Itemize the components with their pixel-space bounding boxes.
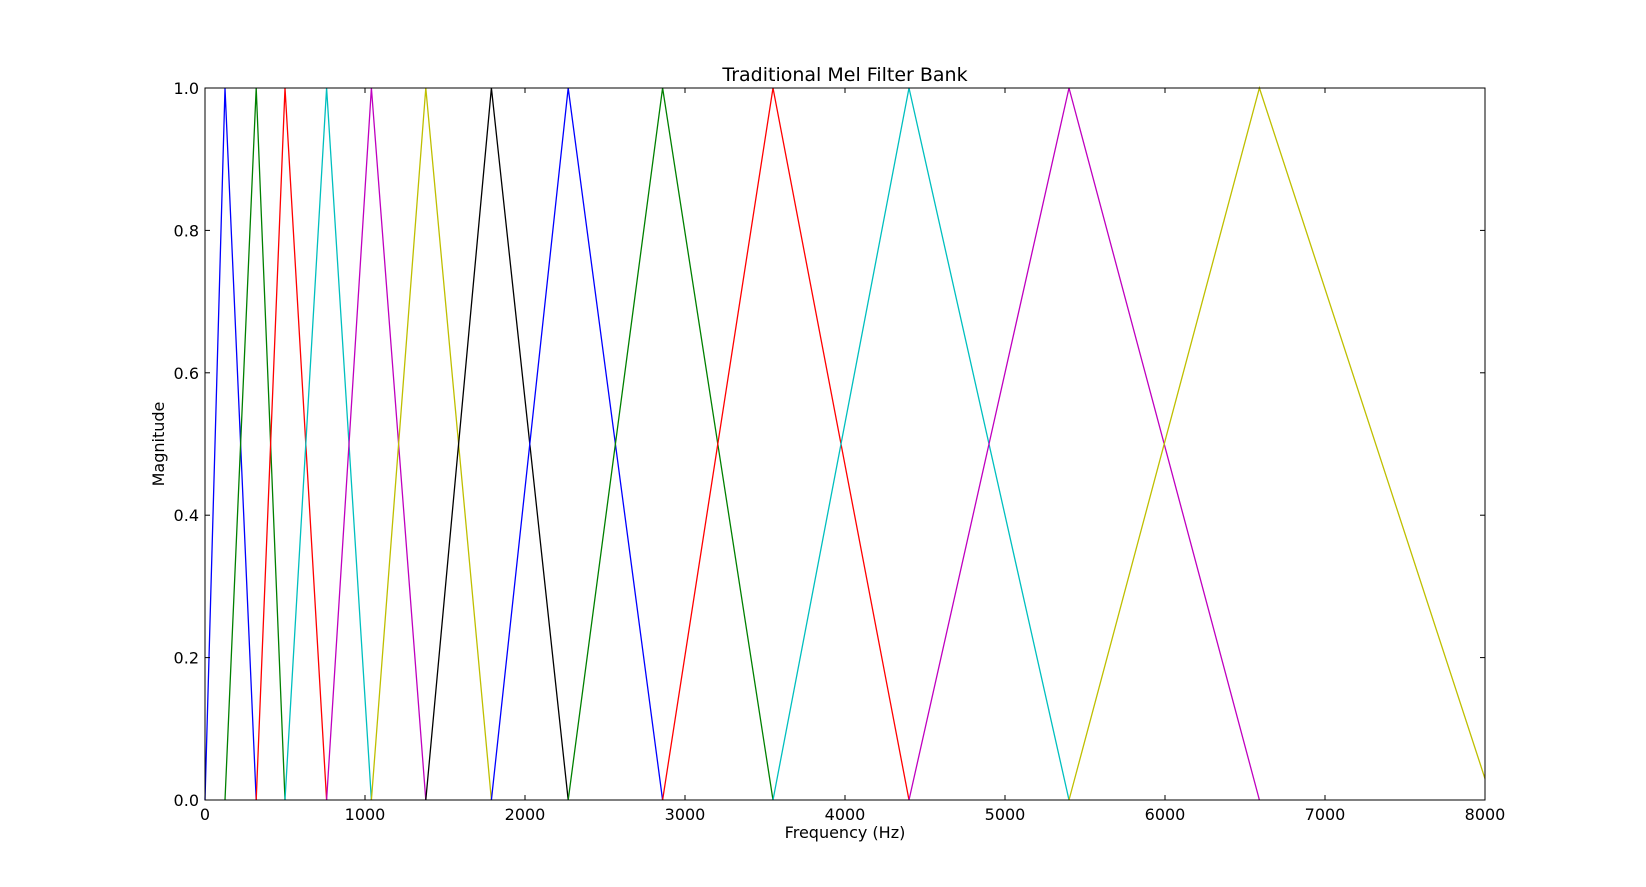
y-tick-label: 0.4 bbox=[174, 506, 199, 525]
x-tick-label: 4000 bbox=[825, 805, 866, 824]
x-tick-label: 2000 bbox=[505, 805, 546, 824]
y-tick-label: 0.2 bbox=[174, 649, 199, 668]
chart-title: Traditional Mel Filter Bank bbox=[721, 64, 967, 86]
tick-layer: 0 1000 2000 3000 4000 5000 6000 7000 8000 0.0 0.2 0… bbox=[174, 79, 1506, 824]
x-tick-label: 8000 bbox=[1465, 805, 1506, 824]
x-tick-label: 3000 bbox=[665, 805, 706, 824]
x-tick-label: 5000 bbox=[985, 805, 1026, 824]
x-tick-label: 6000 bbox=[1145, 805, 1186, 824]
x-axis-label: Frequency (Hz) bbox=[785, 823, 906, 842]
y-tick-label: 0.8 bbox=[174, 221, 199, 240]
y-axis-label: Magnitude bbox=[149, 402, 168, 487]
y-tick-label: 0.6 bbox=[174, 364, 199, 383]
plot-frame bbox=[204, 87, 1486, 801]
y-tick-label: 1.0 bbox=[174, 79, 199, 98]
x-tick-label: 0 bbox=[200, 805, 210, 824]
x-tick-label: 1000 bbox=[345, 805, 386, 824]
y-tick-label: 0.0 bbox=[174, 791, 199, 810]
x-tick-label: 7000 bbox=[1305, 805, 1346, 824]
